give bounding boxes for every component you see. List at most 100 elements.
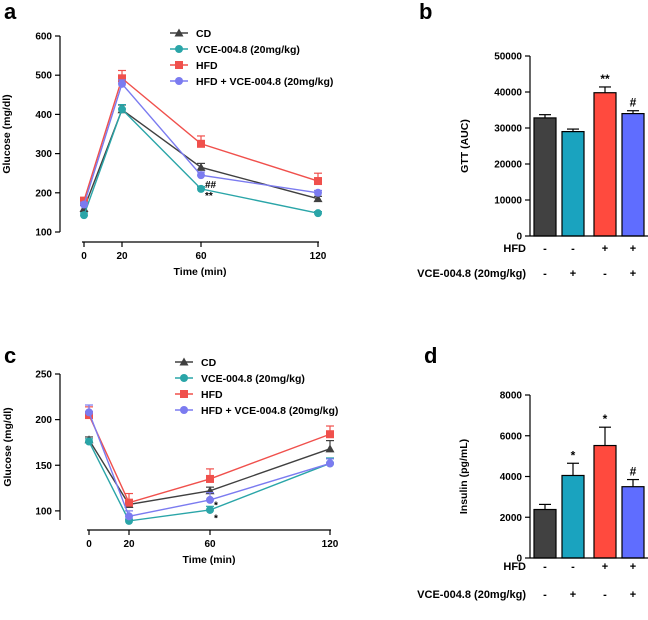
x-tick-label: 120 bbox=[322, 539, 339, 550]
series-line bbox=[88, 439, 331, 506]
bar bbox=[533, 508, 557, 559]
y-tick-label: 100 bbox=[35, 228, 52, 239]
x-axis-title: Time (min) bbox=[174, 266, 227, 278]
y-tick-label: 150 bbox=[35, 461, 52, 472]
significance-label: ## bbox=[205, 180, 217, 191]
condition-sign: - bbox=[543, 561, 547, 573]
legend-marker bbox=[180, 374, 188, 382]
significance-label: # bbox=[630, 465, 637, 479]
data-point bbox=[196, 162, 206, 171]
series-line bbox=[88, 414, 331, 504]
significance-label: * bbox=[603, 412, 608, 426]
data-point bbox=[314, 188, 322, 197]
y-tick-label: 300 bbox=[35, 149, 52, 160]
legend-label: VCE-004.8 (20mg/kg) bbox=[196, 44, 300, 56]
bar bbox=[621, 486, 645, 559]
y-tick-label: 400 bbox=[35, 110, 52, 121]
chart-a: 100 200 300 400 500 600 0 20 60 120 Time (min) Gluc… bbox=[1, 28, 333, 278]
data-point bbox=[118, 74, 126, 83]
bar bbox=[561, 131, 585, 237]
y-tick-label: 200 bbox=[35, 415, 52, 426]
chart-c: 100 150 200 250 0 20 60 120 Time (min) Glucose (m… bbox=[2, 357, 339, 566]
panel-letter-a: a bbox=[4, 0, 17, 24]
y-tick-label: 4000 bbox=[500, 472, 523, 483]
data-point bbox=[85, 437, 93, 446]
significance-label: * bbox=[214, 500, 218, 511]
data-point bbox=[85, 408, 93, 417]
y-axis-title: Glucose (mg/dl) bbox=[1, 94, 13, 173]
legend-label: VCE-004.8 (20mg/kg) bbox=[201, 373, 305, 385]
significance-label: ** bbox=[600, 72, 610, 86]
condition-sign: + bbox=[630, 589, 636, 601]
condition-sign: + bbox=[630, 561, 636, 573]
y-tick-label: 10000 bbox=[494, 196, 522, 207]
condition-row-label: VCE-004.8 (20mg/kg) bbox=[417, 268, 526, 280]
significance-label: ** bbox=[205, 191, 213, 202]
condition-sign: + bbox=[630, 243, 636, 255]
bar bbox=[561, 474, 585, 559]
data-point bbox=[314, 209, 322, 218]
condition-row-label: VCE-004.8 (20mg/kg) bbox=[417, 589, 526, 601]
data-point bbox=[125, 512, 133, 521]
data-point bbox=[325, 444, 335, 453]
significance-label: # bbox=[630, 96, 637, 110]
y-tick-label: 8000 bbox=[500, 391, 523, 402]
series-line bbox=[88, 441, 331, 522]
legend-marker bbox=[174, 28, 184, 37]
x-tick-label: 0 bbox=[81, 251, 87, 262]
condition-sign: - bbox=[543, 268, 547, 280]
data-point bbox=[313, 194, 323, 203]
bar bbox=[533, 117, 557, 237]
condition-sign: + bbox=[570, 268, 576, 280]
legend-label: HFD + VCE-004.8 (20mg/kg) bbox=[196, 76, 333, 88]
data-point bbox=[197, 139, 205, 148]
y-tick-label: 0 bbox=[516, 554, 522, 565]
y-tick-label: 500 bbox=[35, 71, 52, 82]
x-tick-label: 20 bbox=[116, 251, 128, 262]
panel-letter-c: c bbox=[4, 343, 16, 368]
y-tick-label: 600 bbox=[35, 32, 52, 43]
series-line bbox=[83, 108, 319, 216]
condition-sign: - bbox=[603, 268, 607, 280]
chart-b: ** #0 10000 20000 30000 40000 50000 GTT (AUC) HF… bbox=[417, 52, 648, 280]
y-tick-label: 30000 bbox=[494, 124, 522, 135]
legend-label: CD bbox=[196, 28, 212, 40]
series-line bbox=[88, 412, 331, 518]
x-tick-label: 0 bbox=[86, 539, 92, 550]
y-tick-label: 0 bbox=[516, 232, 522, 243]
data-point bbox=[118, 105, 126, 114]
condition-sign: - bbox=[543, 589, 547, 601]
y-tick-label: 250 bbox=[35, 370, 52, 381]
y-axis-title: GTT (AUC) bbox=[459, 119, 471, 173]
y-tick-label: 40000 bbox=[494, 88, 522, 99]
legend-marker bbox=[180, 390, 188, 398]
data-point bbox=[197, 184, 205, 193]
chart-d: * * #0 2000 4000 6000 8000 Insulin (pg/mL) HFD - -… bbox=[417, 391, 648, 601]
condition-sign: - bbox=[571, 561, 575, 573]
x-axis-title: Time (min) bbox=[183, 554, 236, 566]
panel-letter-d: d bbox=[424, 343, 437, 368]
condition-sign: - bbox=[543, 243, 547, 255]
legend-label: HFD bbox=[201, 389, 223, 401]
legend-marker bbox=[175, 45, 183, 53]
data-point bbox=[206, 505, 214, 514]
data-point bbox=[206, 474, 214, 483]
y-axis-title: Glucose (mg/dl) bbox=[2, 407, 14, 486]
condition-sign: + bbox=[602, 561, 608, 573]
y-axis-title: Insulin (pg/mL) bbox=[458, 439, 470, 514]
legend-marker bbox=[179, 357, 189, 366]
data-point bbox=[326, 430, 334, 439]
x-tick-label: 60 bbox=[204, 539, 216, 550]
data-point bbox=[197, 171, 205, 180]
data-point bbox=[314, 177, 322, 186]
x-tick-label: 60 bbox=[195, 251, 207, 262]
x-tick-label: 120 bbox=[310, 251, 327, 262]
y-tick-label: 200 bbox=[35, 188, 52, 199]
y-tick-label: 50000 bbox=[494, 52, 522, 63]
condition-sign: - bbox=[603, 589, 607, 601]
data-point bbox=[118, 79, 126, 88]
bar bbox=[593, 444, 617, 559]
legend-label: CD bbox=[201, 357, 217, 369]
condition-sign: + bbox=[602, 243, 608, 255]
